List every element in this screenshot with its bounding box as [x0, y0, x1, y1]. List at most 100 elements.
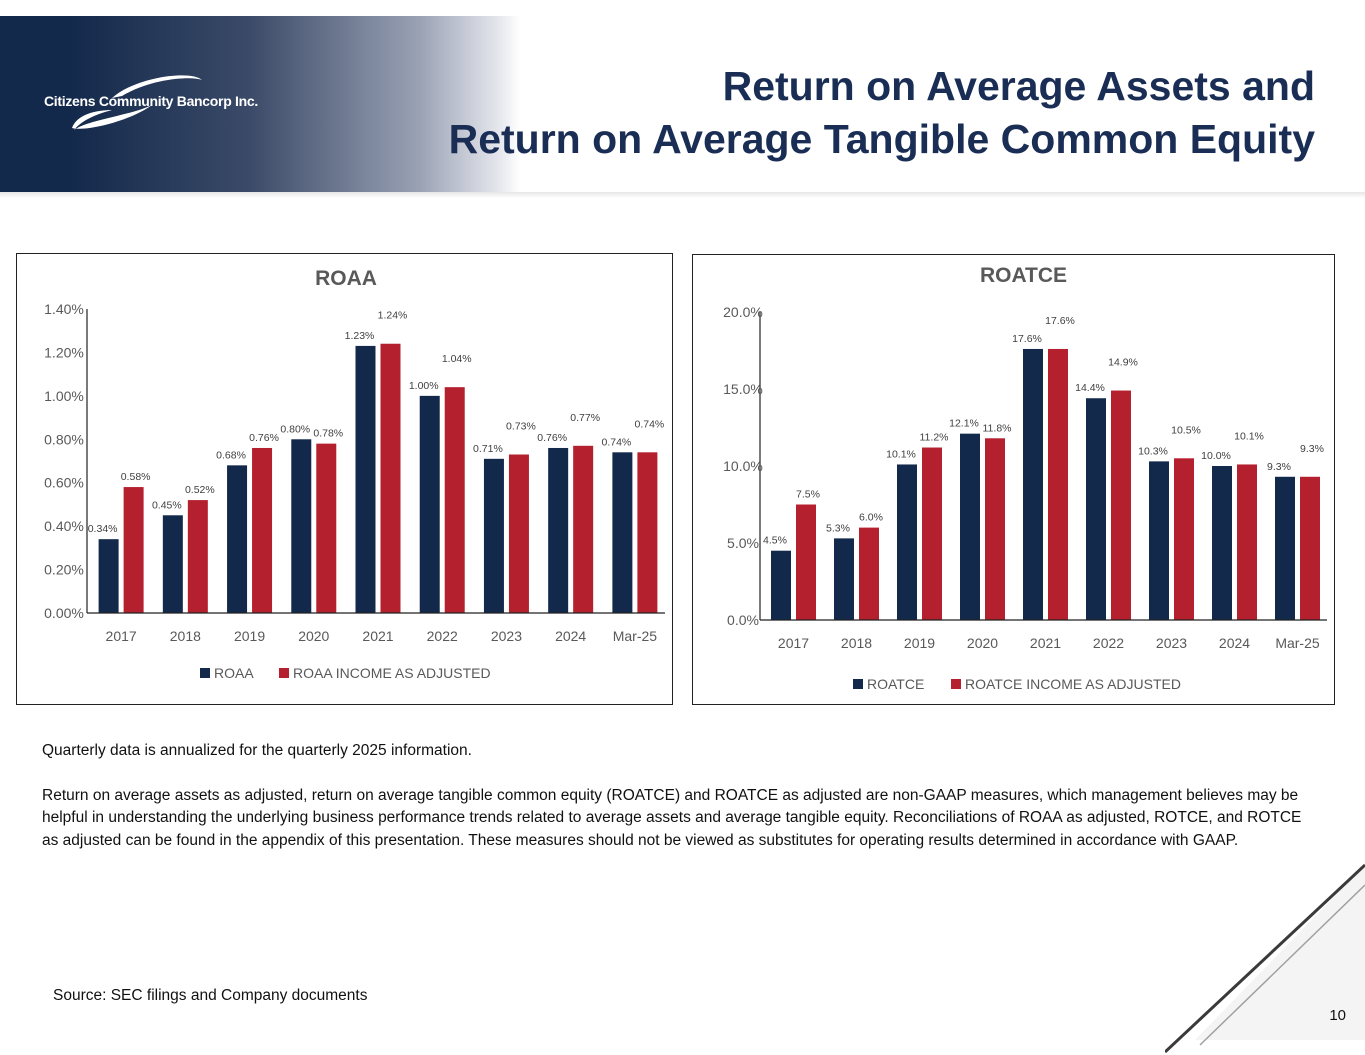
company-logo	[72, 75, 202, 130]
roatce-adjusted-bar	[1237, 464, 1257, 620]
roaa-bar-label: 1.23%	[345, 330, 375, 342]
roaa-adjusted-bar	[508, 454, 529, 613]
roatce-adjusted-bar	[796, 504, 816, 620]
logo-swoosh-top	[112, 75, 202, 98]
roatce-adjusted-bar-label: 11.2%	[920, 432, 949, 444]
roaa-x-tick-label: 2022	[427, 628, 458, 644]
corner-fold	[1195, 865, 1365, 1040]
roatce-adjusted-bar-label: 10.5%	[1171, 424, 1201, 436]
chart-svg: ROATCE 0.0% 5.0% 10.0% 15.0% 20.0% 4.5% 7.5% 201…	[723, 264, 1327, 692]
roatce-x-tick-label: 2023	[1156, 635, 1187, 651]
page-title: Return on Average Assets and Return on A…	[449, 60, 1315, 166]
roaa-y-tick-label: 1.00%	[44, 388, 84, 404]
roatce-bar-label: 5.3%	[826, 522, 850, 534]
roaa-y-tick-label: 1.20%	[44, 344, 84, 360]
roaa-bar	[227, 465, 248, 613]
roaa-adjusted-bar-label: 0.73%	[506, 420, 536, 432]
roaa-x-tick-label: 2023	[491, 628, 522, 644]
page-title-line-2: Return on Average Tangible Common Equity	[448, 116, 1315, 162]
roatce-x-tick-label: 2024	[1219, 635, 1250, 651]
roatce-y-tick-label: 10.0%	[723, 458, 763, 474]
roatce-y-tick-label: 0.0%	[727, 612, 759, 628]
notes: Quarterly data is annualized for the qua…	[42, 740, 1312, 874]
source-note: Source: SEC filings and Company document…	[53, 987, 368, 1004]
roaa-x-tick-label: Mar-25	[613, 628, 658, 644]
roaa-adjusted-bar-label: 0.77%	[570, 412, 600, 424]
roatce-bar-label: 12.1%	[949, 418, 979, 430]
corner-line-dark	[1165, 863, 1365, 1054]
roatce-x-tick-label: 2019	[904, 635, 935, 651]
roatce-y-tick-label: 5.0%	[727, 535, 759, 551]
roaa-adjusted-bar	[380, 343, 401, 613]
roatce-bar	[897, 464, 917, 620]
roaa-bar-label: 0.34%	[88, 523, 118, 535]
roaa-bar-label: 0.68%	[216, 449, 246, 461]
roaa-adjusted-bar	[444, 387, 465, 613]
roaa-bar-label: 0.76%	[537, 432, 567, 444]
roatce-bar	[960, 433, 980, 620]
roaa-y-tick-label: 0.40%	[44, 518, 84, 534]
roatce-bar	[1086, 398, 1106, 620]
roatce-adjusted-bar-label: 6.0%	[859, 512, 883, 524]
roatce-adjusted-bar-label: 14.9%	[1108, 357, 1138, 369]
roaa-bar	[162, 515, 183, 613]
roaa-bar-label: 0.71%	[473, 443, 503, 455]
roaa-adjusted-bar-label: 1.24%	[378, 310, 408, 322]
roatce-chart-title: ROATCE	[980, 264, 1067, 287]
roaa-y-tick-label: 1.40%	[44, 301, 84, 317]
roatce-bar-label: 4.5%	[763, 535, 787, 547]
roaa-adjusted-bar-label: 0.78%	[313, 428, 343, 440]
page-curl-corner	[1165, 840, 1365, 1055]
roatce-legend-swatch	[951, 679, 961, 689]
roaa-x-tick-label: 2019	[234, 628, 265, 644]
roatce-x-tick-label: 2022	[1093, 635, 1124, 651]
roaa-bar-label: 1.00%	[409, 380, 439, 392]
roatce-bar	[834, 538, 854, 620]
roatce-bar	[1149, 461, 1169, 620]
roaa-adjusted-bar	[252, 447, 273, 613]
roatce-adjusted-bar	[1300, 476, 1320, 620]
roaa-legend-label: ROAA	[214, 665, 254, 681]
roaa-bar	[291, 439, 312, 613]
roaa-adjusted-bar-label: 0.74%	[634, 418, 664, 430]
notes-annualized: Quarterly data is annualized for the qua…	[42, 742, 472, 759]
roaa-bar-label: 0.74%	[601, 436, 631, 448]
roaa-legend-swatch	[200, 668, 210, 678]
roaa-adjusted-bar	[123, 487, 144, 613]
roaa-adjusted-bar-label: 0.76%	[249, 432, 279, 444]
logo-swoosh-bottom	[72, 105, 152, 130]
roaa-x-tick-label: 2017	[106, 628, 137, 644]
roaa-bar	[98, 539, 119, 613]
corner-line-gray	[1199, 884, 1365, 1046]
roatce-x-tick-label: 2021	[1030, 635, 1061, 651]
roatce-legend-label: ROATCE	[867, 676, 924, 692]
roaa-bar-label: 0.45%	[152, 499, 182, 511]
roaa-y-tick-label: 0.00%	[44, 605, 84, 621]
roaa-chart: ROAA 0.00% 0.20% 0.40% 0.60% 0.80% 1.00% 1.20% 1…	[16, 253, 673, 705]
roaa-adjusted-bar-label: 1.04%	[442, 353, 472, 365]
roatce-bar-label: 10.3%	[1138, 445, 1168, 457]
roatce-adjusted-bar	[1111, 390, 1131, 620]
roatce-bar-label: 17.6%	[1012, 333, 1042, 345]
logo-text: Citizens Community Bancorp Inc.	[44, 93, 258, 109]
roaa-bar	[419, 395, 440, 613]
roaa-y-tick-label: 0.20%	[44, 562, 84, 578]
roaa-x-tick-label: 2020	[298, 628, 329, 644]
roaa-adjusted-bar-label: 0.58%	[121, 471, 151, 483]
roatce-x-tick-label: Mar-25	[1275, 635, 1320, 651]
chart-svg: ROAA 0.00% 0.20% 0.40% 0.60% 0.80% 1.00% 1.20% 1…	[44, 267, 665, 681]
roaa-x-tick-label: 2021	[362, 628, 393, 644]
roatce-adjusted-bar-label: 7.5%	[796, 489, 820, 501]
roatce-bar-label: 10.0%	[1201, 450, 1231, 462]
roaa-adjusted-bar	[187, 500, 208, 613]
roaa-bar	[483, 458, 504, 613]
roaa-bar-label: 0.80%	[280, 423, 310, 435]
roaa-y-tick-label: 0.60%	[44, 475, 84, 491]
roaa-x-tick-label: 2018	[170, 628, 201, 644]
roaa-chart-title: ROAA	[315, 267, 377, 290]
roatce-bar	[1023, 348, 1043, 620]
roatce-adjusted-bar	[1174, 458, 1194, 620]
roatce-adjusted-bar	[985, 438, 1005, 620]
roatce-adjusted-bar-label: 9.3%	[1300, 443, 1324, 455]
roaa-adjusted-bar-label: 0.52%	[185, 484, 215, 496]
